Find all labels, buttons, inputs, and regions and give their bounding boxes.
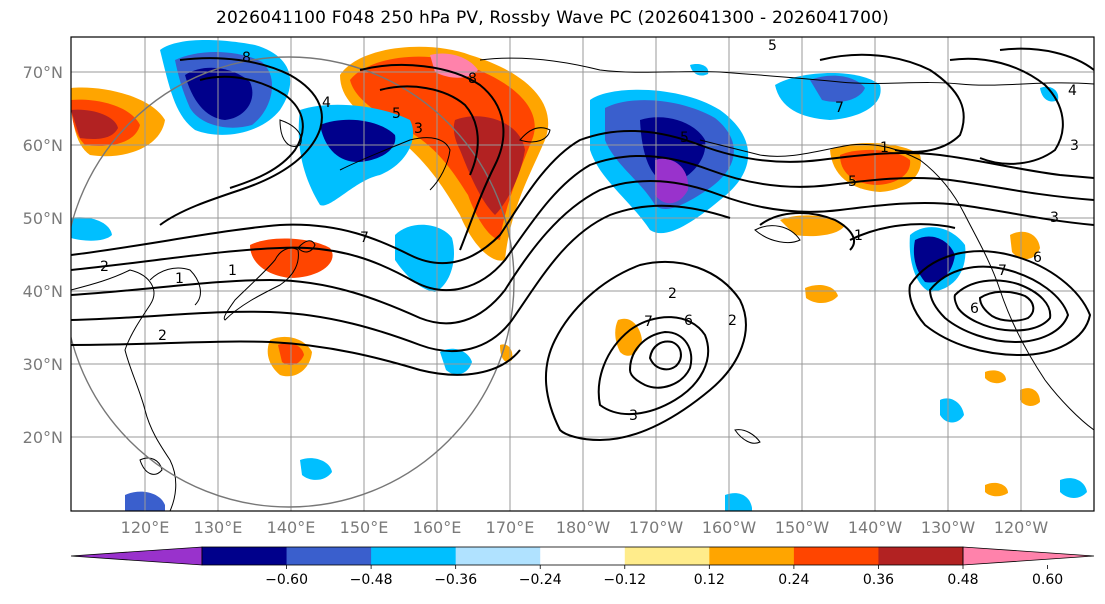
contour-label: 3: [629, 408, 638, 424]
lat-label: 50°N: [23, 209, 63, 228]
contour-label: 1: [175, 271, 184, 287]
lon-label: 150°W: [775, 518, 830, 537]
colorbar-segment: [286, 547, 372, 565]
colorbar-frame: [201, 546, 964, 566]
colorbar-extend-max: [962, 546, 1095, 566]
contour-label: 1: [854, 228, 863, 244]
longitude-labels: 120°E 130°E 140°E 150°E 160°E 170°E 180°…: [121, 518, 1049, 537]
lon-label: 160°E: [413, 518, 462, 537]
lon-label: 140°E: [267, 518, 316, 537]
colorbar-tick-label: −0.24: [519, 572, 562, 588]
contour-label: 1: [880, 140, 889, 156]
contour-label: 2: [100, 259, 109, 275]
contour-label: 7: [360, 230, 369, 246]
colorbar-tick-label: −0.12: [603, 572, 646, 588]
lon-label: 130°W: [921, 518, 976, 537]
lon-label: 160°W: [702, 518, 757, 537]
latitude-labels: 70°N 60°N 50°N 40°N 30°N 20°N: [23, 63, 63, 447]
colorbar-segment: [709, 547, 795, 565]
colorbar-segment: [202, 547, 288, 565]
range-circle: [71, 56, 515, 508]
contour-label: 8: [468, 71, 477, 87]
contour-label: 3: [1070, 138, 1079, 154]
wave-pc-contours: [71, 47, 1094, 442]
lon-label: 170°W: [629, 518, 684, 537]
colorbar-segment: [455, 547, 541, 565]
contour-label: 4: [322, 95, 331, 111]
colorbar-tick-label: 0.36: [863, 572, 894, 588]
lat-label: 60°N: [23, 136, 63, 155]
lat-label: 40°N: [23, 282, 63, 301]
lon-label: 180°W: [556, 518, 611, 537]
lon-label: 140°W: [848, 518, 903, 537]
contour-label: 6: [970, 301, 979, 317]
colorbar-segment: [624, 547, 710, 565]
colorbar-segment: [371, 547, 457, 565]
contour-label: 6: [1033, 250, 1042, 266]
contour-label: 2: [158, 328, 167, 344]
contour-label: 3: [414, 121, 423, 137]
lon-label: 120°E: [121, 518, 170, 537]
colorbar-extend-min: [70, 546, 203, 566]
figure-title: 2026041100 F048 250 hPa PV, Rossby Wave …: [216, 8, 889, 28]
lat-label: 30°N: [23, 355, 63, 374]
contour-label: 8: [242, 50, 251, 66]
colorbar-tick-labels: −0.60 −0.48 −0.36 −0.24 −0.12 0.12 0.24 0.36 0.4…: [265, 565, 1063, 588]
lat-label: 70°N: [23, 63, 63, 82]
contour-label: 5: [768, 38, 777, 54]
colorbar-tick-label: 0.60: [1032, 572, 1063, 588]
contour-labels: 8 5 4 3 5 8 7 5 2 1 2 7 1 2 6 2 3 5 1 3 …: [100, 38, 1079, 424]
colorbar-segment: [540, 547, 626, 565]
colorbar: [70, 546, 1095, 566]
lon-label: 120°W: [994, 518, 1049, 537]
lon-label: 130°E: [194, 518, 243, 537]
colorbar-segment: [878, 547, 964, 565]
contour-label: 2: [728, 313, 737, 329]
contour-label: 5: [392, 106, 401, 122]
colorbar-tick-label: −0.60: [265, 572, 308, 588]
contour-label: 1: [228, 263, 237, 279]
contour-label: 4: [1068, 83, 1077, 99]
colorbar-tick-label: −0.36: [434, 572, 477, 588]
contour-label: 7: [835, 100, 844, 116]
contour-label: 3: [1050, 210, 1059, 226]
lon-label: 150°E: [340, 518, 389, 537]
contour-label: 2: [668, 286, 677, 302]
colorbar-tick-label: 0.24: [778, 572, 809, 588]
contour-label: 7: [998, 263, 1007, 279]
contour-label: 7: [644, 314, 653, 330]
lat-label: 20°N: [23, 428, 63, 447]
lon-label: 170°E: [486, 518, 535, 537]
colorbar-segment: [793, 547, 879, 565]
colorbar-tick-label: −0.48: [350, 572, 393, 588]
contour-label: 5: [848, 174, 857, 190]
contour-label: 5: [680, 130, 689, 146]
colorbar-tick-label: 0.48: [947, 572, 978, 588]
map-frame: [70, 36, 1095, 512]
colorbar-tick-label: 0.12: [694, 572, 725, 588]
contour-label: 6: [684, 313, 693, 329]
